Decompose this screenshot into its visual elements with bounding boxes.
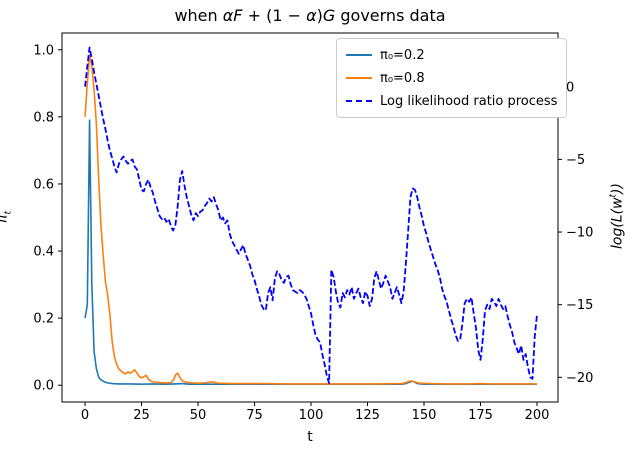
chart-title-part: + (1 − (242, 6, 307, 25)
y-right-tick-label: −20 (566, 371, 593, 386)
legend-label: Log likelihood ratio process (380, 93, 558, 109)
x-tick-label: 0 (81, 408, 89, 423)
x-tick-label: 50 (190, 408, 207, 423)
x-tick-label: 25 (133, 408, 150, 423)
legend: π₀=0.2 π₀=0.8 Log likelihood ratio proce… (336, 38, 568, 118)
x-axis-label: t (307, 429, 313, 445)
legend-entry: π₀=0.2 (346, 46, 557, 64)
x-tick-label: 200 (525, 408, 550, 423)
y-right-tick-label: −10 (566, 226, 593, 241)
y-left-tick-label: 0.0 (33, 379, 54, 394)
chart-title-part: α (306, 6, 317, 25)
dashed-line-sample-icon (346, 100, 372, 102)
series-line-2 (84, 46, 538, 385)
y-axis-label-left: πt (0, 211, 14, 223)
y-right-tick-label: −15 (566, 298, 593, 313)
chart-title-part: αF (222, 6, 243, 25)
x-tick-label: 175 (468, 408, 493, 423)
chart-title-part: when (174, 6, 223, 25)
y-left-tick-label: 0.4 (33, 245, 54, 260)
legend-label: π₀=0.8 (380, 70, 425, 86)
solid-line-sample-icon (346, 54, 372, 56)
chart-title-part: governs data (335, 6, 446, 25)
y-left-tick-label: 0.8 (33, 110, 54, 125)
chart-title: when αF + (1 − α)G governs data (62, 6, 558, 25)
chart-title-part: G (322, 6, 336, 25)
x-tick-label: 125 (355, 408, 380, 423)
legend-label: π₀=0.2 (380, 47, 425, 63)
x-tick-label: 100 (299, 408, 324, 423)
legend-entry: Log likelihood ratio process (346, 92, 557, 110)
solid-line-sample-icon (346, 77, 372, 79)
y-axis-label-right: log(L(wt)) (608, 183, 626, 249)
x-tick-label: 150 (412, 408, 437, 423)
y-left-tick-label: 0.6 (33, 177, 54, 192)
y-left-tick-label: 1.0 (33, 43, 54, 58)
chart-title-part: ) (316, 6, 323, 25)
series-line-1 (84, 53, 537, 385)
series-line-0 (84, 119, 537, 386)
y-left-tick-label: 0.2 (33, 312, 54, 327)
axes-spines (61, 32, 559, 403)
y-right-tick-label: −5 (566, 153, 585, 168)
x-tick-label: 75 (246, 408, 263, 423)
y-right-tick-label: 0 (566, 80, 574, 95)
legend-entry: π₀=0.8 (346, 69, 557, 87)
